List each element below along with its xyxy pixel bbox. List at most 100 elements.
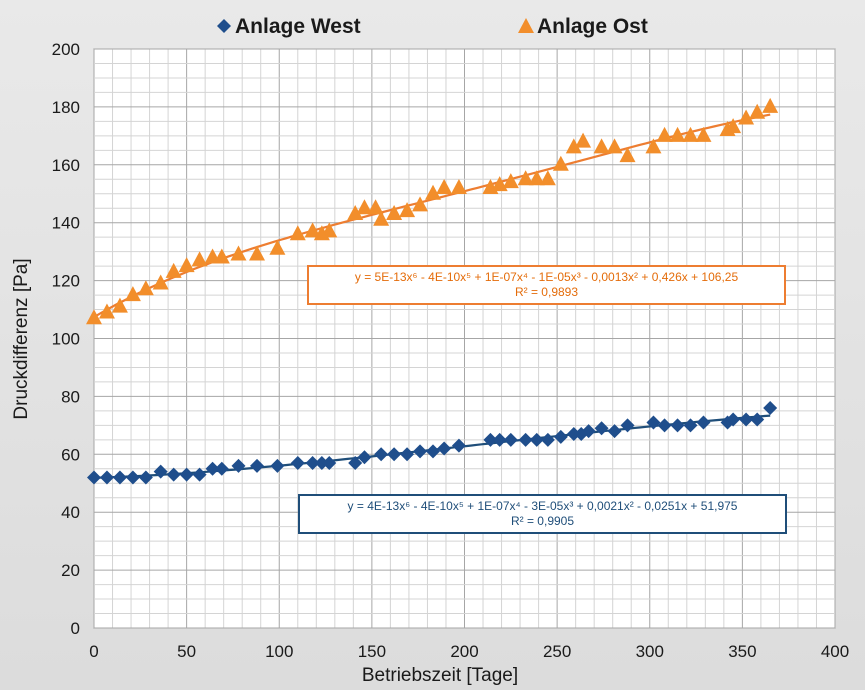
data-point-west (400, 447, 415, 462)
data-point-west (750, 412, 765, 427)
data-point-ost (517, 170, 534, 186)
data-point-west (518, 432, 533, 447)
data-point-ost (762, 97, 779, 113)
data-point-west (387, 447, 402, 462)
data-point-ost (412, 196, 429, 212)
data-point-west (112, 470, 127, 485)
data-point-west (540, 432, 555, 447)
r-squared-ost: R² = 0,9893 (514, 285, 579, 299)
data-point-ost (124, 286, 141, 302)
data-point-ost (165, 262, 182, 278)
grid-lines (93, 48, 836, 629)
data-point-ost (738, 109, 755, 125)
y-tick-label: 160 (52, 156, 80, 175)
data-point-ost (356, 199, 373, 215)
trendline-equation-box-west: y = 4E-13x⁶ - 4E-10x⁵ + 1E-07x⁴ - 3E-05x… (298, 494, 787, 534)
trendline-equation-ost: y = 5E-13x⁶ - 4E-10x⁵ + 1E-07x⁴ - 1E-05x… (354, 270, 739, 284)
data-point-west (270, 458, 285, 473)
y-tick-label: 0 (71, 619, 80, 638)
data-point-west (413, 444, 428, 459)
y-tick-label: 140 (52, 214, 80, 233)
data-point-ost (656, 126, 673, 142)
data-point-ost (111, 297, 128, 313)
data-point-ost (682, 126, 699, 142)
x-tick-label: 400 (821, 642, 849, 661)
data-point-west (739, 412, 754, 427)
data-point-west (166, 467, 181, 482)
data-point-ost (606, 138, 623, 154)
data-point-ost (695, 126, 712, 142)
data-point-ost (137, 280, 154, 296)
data-point-west (231, 458, 246, 473)
data-point-ost (725, 118, 742, 134)
data-point-west (305, 455, 320, 470)
data-point-ost (749, 103, 766, 119)
data-point-west (683, 418, 698, 433)
data-point-west (763, 400, 778, 415)
y-tick-label: 60 (61, 445, 80, 464)
r-squared-west: R² = 0,9905 (510, 514, 575, 528)
x-tick-label: 250 (543, 642, 571, 661)
legend: Anlage West Anlage Ost (217, 15, 648, 38)
data-point-west (348, 455, 363, 470)
x-tick-label: 300 (636, 642, 664, 661)
data-points (86, 97, 779, 485)
y-axis-title: Druckdifferenz [Pa] (11, 258, 32, 419)
legend-west-label: Anlage West (235, 15, 361, 38)
trendline-equation-west: y = 4E-13x⁶ - 4E-10x⁵ + 1E-07x⁴ - 3E-05x… (347, 499, 738, 513)
y-tick-label: 200 (52, 40, 80, 59)
data-point-ost (230, 245, 247, 261)
data-point-ost (425, 184, 442, 200)
data-point-ost (450, 178, 467, 194)
data-point-west (646, 415, 661, 430)
x-tick-label: 50 (177, 642, 196, 661)
data-point-west (607, 424, 622, 439)
data-point-ost (565, 138, 582, 154)
data-point-west (620, 418, 635, 433)
data-point-west (138, 470, 153, 485)
data-point-west (250, 458, 265, 473)
x-tick-label: 200 (450, 642, 478, 661)
data-point-west (205, 461, 220, 476)
data-point-west (581, 424, 596, 439)
data-point-west (437, 441, 452, 456)
data-point-west (322, 455, 337, 470)
x-tick-label: 150 (358, 642, 386, 661)
data-point-ost (269, 239, 286, 255)
data-point-ost (436, 178, 453, 194)
data-point-ost (347, 205, 364, 221)
legend-west-marker (217, 19, 231, 33)
legend-ost-marker (518, 18, 534, 33)
x-tick-label: 350 (728, 642, 756, 661)
data-point-west (314, 455, 329, 470)
data-point-ost (98, 303, 115, 319)
data-point-ost (399, 202, 416, 218)
data-point-west (426, 444, 441, 459)
data-point-west (357, 450, 372, 465)
data-point-west (503, 432, 518, 447)
data-point-west (87, 470, 101, 485)
data-point-ost (645, 138, 662, 154)
data-point-west (192, 467, 207, 482)
y-tick-label: 180 (52, 98, 80, 117)
data-point-west (657, 418, 672, 433)
tick-labels: 0 50 100 150 200 250 300 350 400 0 20 40 60 80 100 120 1… (52, 40, 850, 661)
data-point-west (566, 427, 581, 442)
data-point-ost (669, 126, 686, 142)
data-point-ost (304, 222, 321, 238)
data-point-ost (502, 173, 519, 189)
data-point-ost (373, 210, 390, 226)
data-point-west (553, 429, 568, 444)
data-point-ost (321, 222, 338, 238)
data-point-west (214, 461, 229, 476)
data-point-ost (528, 170, 545, 186)
y-tick-label: 20 (61, 561, 80, 580)
x-axis-title: Betriebszeit [Tage] (362, 665, 518, 686)
data-point-ost (619, 147, 636, 163)
data-point-west (594, 421, 609, 436)
data-point-ost (575, 132, 592, 148)
x-tick-label: 0 (89, 642, 98, 661)
data-point-west (125, 470, 140, 485)
